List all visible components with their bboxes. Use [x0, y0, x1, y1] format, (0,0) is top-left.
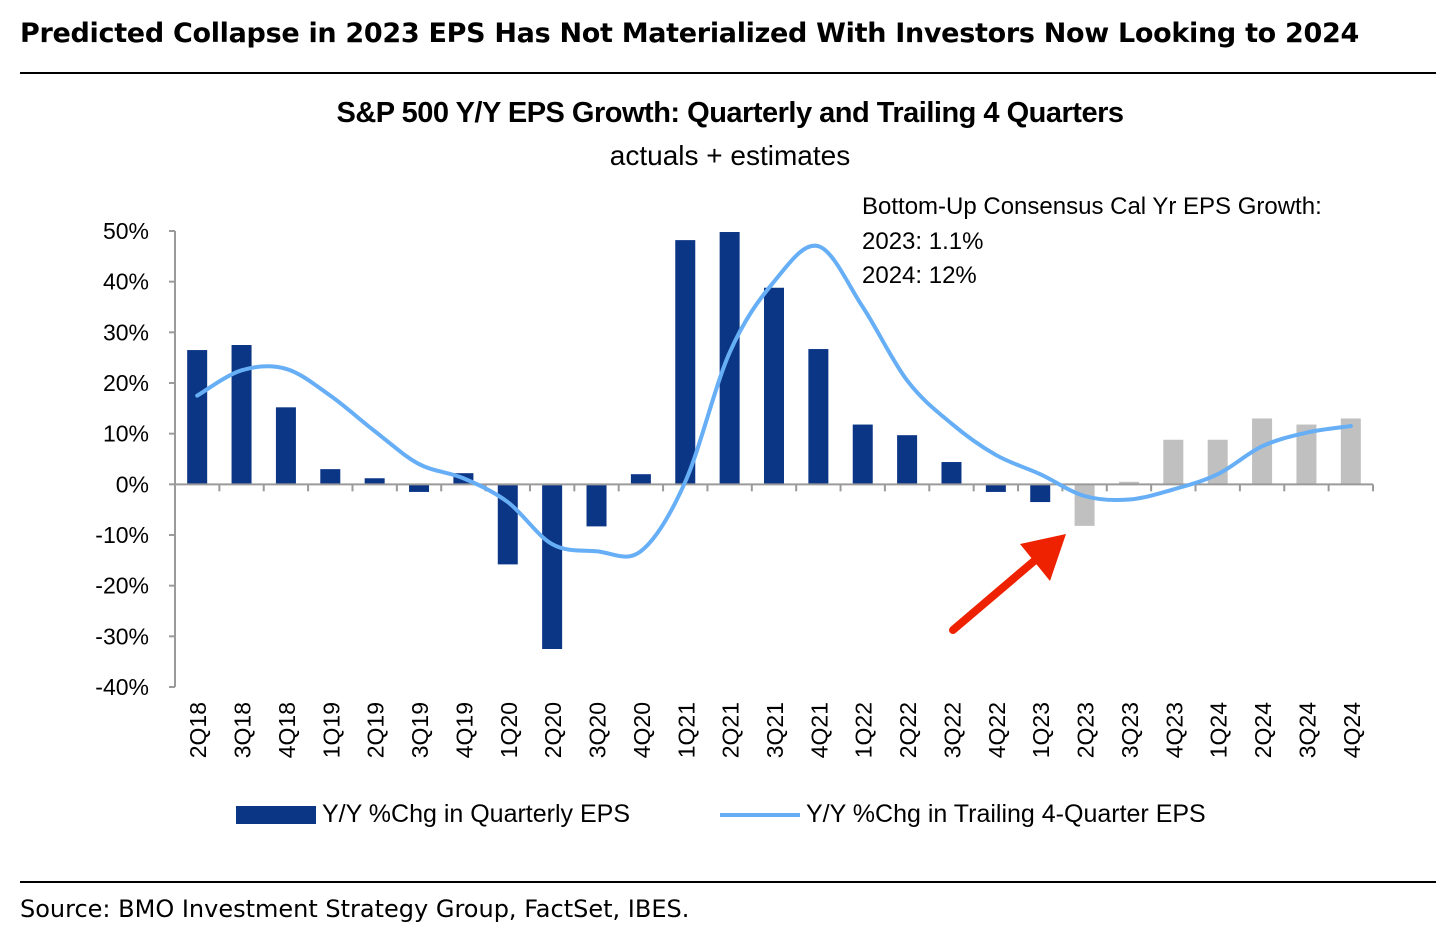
- bar: [542, 484, 563, 649]
- bottom-rule: [20, 881, 1436, 883]
- bar: [719, 232, 740, 485]
- annotation-heading: Bottom-Up Consensus Cal Yr EPS Growth:: [862, 193, 1322, 220]
- x-tick-label: 4Q22: [984, 702, 1010, 758]
- legend-item-quarterly: Y/Y %Chg in Quarterly EPS: [236, 800, 630, 829]
- x-tick-label: 3Q19: [407, 702, 433, 758]
- bar: [764, 287, 784, 485]
- x-tick-label: 3Q21: [762, 702, 788, 758]
- x-tick-label: 2Q24: [1250, 702, 1276, 758]
- x-tick-label: 1Q22: [851, 702, 877, 758]
- trailing-eps-line: [195, 243, 1353, 559]
- x-tick-label: 3Q23: [1117, 702, 1143, 758]
- y-tick-label: 40%: [103, 269, 149, 295]
- bar: [1030, 484, 1051, 503]
- x-tick-label: 2Q20: [540, 702, 566, 758]
- x-tick-label: 1Q21: [673, 702, 699, 758]
- x-tick-label: 2Q23: [1073, 702, 1099, 758]
- bar: [630, 474, 651, 485]
- y-tick-label: 50%: [103, 218, 149, 244]
- x-tick-label: 3Q22: [939, 702, 965, 758]
- y-tick-label: -40%: [95, 674, 149, 700]
- top-rule: [20, 72, 1436, 74]
- x-tick-label: 1Q24: [1206, 702, 1232, 758]
- eps-growth-chart: -40% -30% -20% -10% 0% 10% 20% 30% 40% 50% 2Q18 3Q1…: [95, 218, 1374, 758]
- x-tick-label: 4Q21: [806, 702, 832, 758]
- x-tick-label: 3Q20: [585, 702, 611, 758]
- arrow-shaft: [949, 552, 1044, 634]
- bar: [231, 345, 252, 485]
- legend-label-quarterly: Y/Y %Chg in Quarterly EPS: [322, 800, 631, 828]
- bar: [675, 240, 696, 485]
- bar: [808, 349, 829, 485]
- arrow-head: [1020, 534, 1066, 581]
- annotation-line-2023: 2023: 1.1%: [862, 228, 984, 255]
- y-tick-label: -20%: [95, 573, 149, 599]
- bar: [586, 484, 607, 527]
- x-tick-label: 4Q19: [451, 702, 477, 758]
- source-note: Source: BMO Investment Strategy Group, F…: [20, 895, 690, 923]
- bar: [320, 469, 341, 485]
- x-tick-label: 2Q18: [185, 702, 211, 758]
- x-tick-label: 3Q18: [230, 702, 256, 758]
- bar: [897, 435, 918, 485]
- legend-item-trailing: Y/Y %Chg in Trailing 4-Quarter EPS: [720, 800, 1206, 829]
- bar: [1163, 439, 1184, 485]
- bar: [1296, 424, 1317, 485]
- chart-subtitle: actuals + estimates: [609, 140, 851, 171]
- bar: [985, 484, 1006, 492]
- legend-swatch-line: [720, 812, 800, 817]
- chart-title: S&P 500 Y/Y EPS Growth: Quarterly and Tr…: [336, 97, 1124, 129]
- x-tick-label: 2Q22: [895, 702, 921, 758]
- bar: [275, 407, 296, 485]
- x-tick-label: 1Q23: [1028, 702, 1054, 758]
- x-tick-label: 2Q21: [718, 702, 744, 758]
- bar: [1118, 481, 1139, 485]
- x-tick-label: 4Q20: [629, 702, 655, 758]
- annotation-line-2024: 2024: 12%: [862, 262, 977, 289]
- bar: [364, 478, 385, 485]
- y-tick-label: 30%: [103, 319, 149, 345]
- x-tick-label: 2Q19: [363, 702, 389, 758]
- bar: [852, 424, 873, 485]
- y-tick-label: -30%: [95, 623, 149, 649]
- bar: [941, 462, 962, 485]
- bar: [409, 484, 430, 492]
- x-tick-label: 3Q24: [1294, 702, 1320, 758]
- y-tick-label: -10%: [95, 522, 149, 548]
- bar: [1074, 484, 1095, 526]
- headline: Predicted Collapse in 2023 EPS Has Not M…: [20, 18, 1359, 49]
- y-tick-label: 10%: [103, 421, 149, 447]
- bar: [1252, 418, 1273, 485]
- x-tick-label: 4Q23: [1161, 702, 1187, 758]
- y-tick-label: 0%: [116, 471, 149, 497]
- bar: [1340, 418, 1361, 485]
- bar: [187, 350, 208, 485]
- legend-label-trailing: Y/Y %Chg in Trailing 4-Quarter EPS: [806, 800, 1206, 828]
- x-tick-label: 1Q19: [318, 702, 344, 758]
- y-tick-label: 20%: [103, 370, 149, 396]
- legend-swatch-bar: [236, 805, 316, 824]
- x-tick-label: 1Q20: [496, 702, 522, 758]
- x-tick-label: 4Q24: [1339, 702, 1365, 758]
- x-tick-label: 4Q18: [274, 702, 300, 758]
